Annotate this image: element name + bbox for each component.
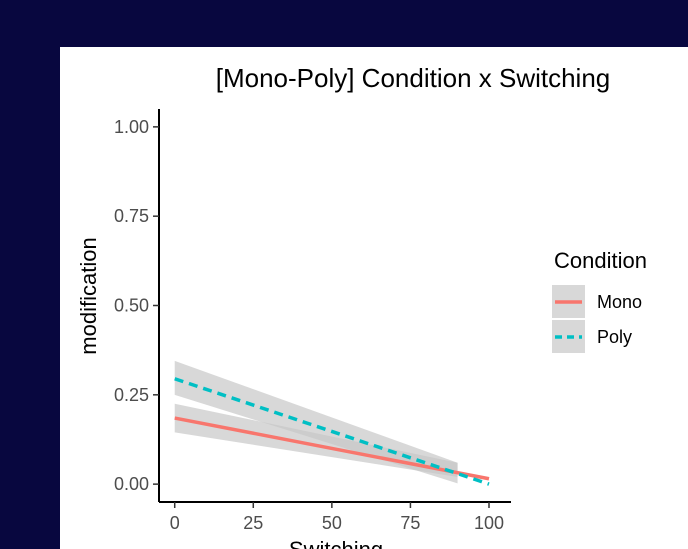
chart-svg: [Mono-Poly] Condition x Switching 0 25 50 7… <box>76 63 647 549</box>
y-tick-label: 0.25 <box>114 385 149 405</box>
legend-title: Condition <box>554 248 647 273</box>
y-tick-label: 1.00 <box>114 117 149 137</box>
x-tick-label: 0 <box>170 513 180 533</box>
confidence-band-poly <box>174 360 458 484</box>
x-tick-label: 100 <box>474 513 504 533</box>
x-tick-label: 50 <box>322 513 342 533</box>
series-line-poly <box>174 377 490 486</box>
legend: Condition Mono Poly <box>552 248 647 353</box>
y-tick-label: 0.75 <box>114 206 149 226</box>
legend-label-mono: Mono <box>597 292 642 312</box>
x-axis-title: Switching <box>289 537 383 549</box>
chart-panel: [Mono-Poly] Condition x Switching 0 25 50 7… <box>60 47 688 549</box>
y-axis-title: modification <box>76 237 101 354</box>
x-tick-label: 75 <box>400 513 420 533</box>
chart-title: [Mono-Poly] Condition x Switching <box>216 63 611 93</box>
legend-label-poly: Poly <box>597 327 632 347</box>
x-tick-label: 25 <box>243 513 263 533</box>
series-line-mono <box>174 416 490 481</box>
y-tick-label: 0.50 <box>114 296 149 316</box>
y-tick-label: 0.00 <box>114 474 149 494</box>
